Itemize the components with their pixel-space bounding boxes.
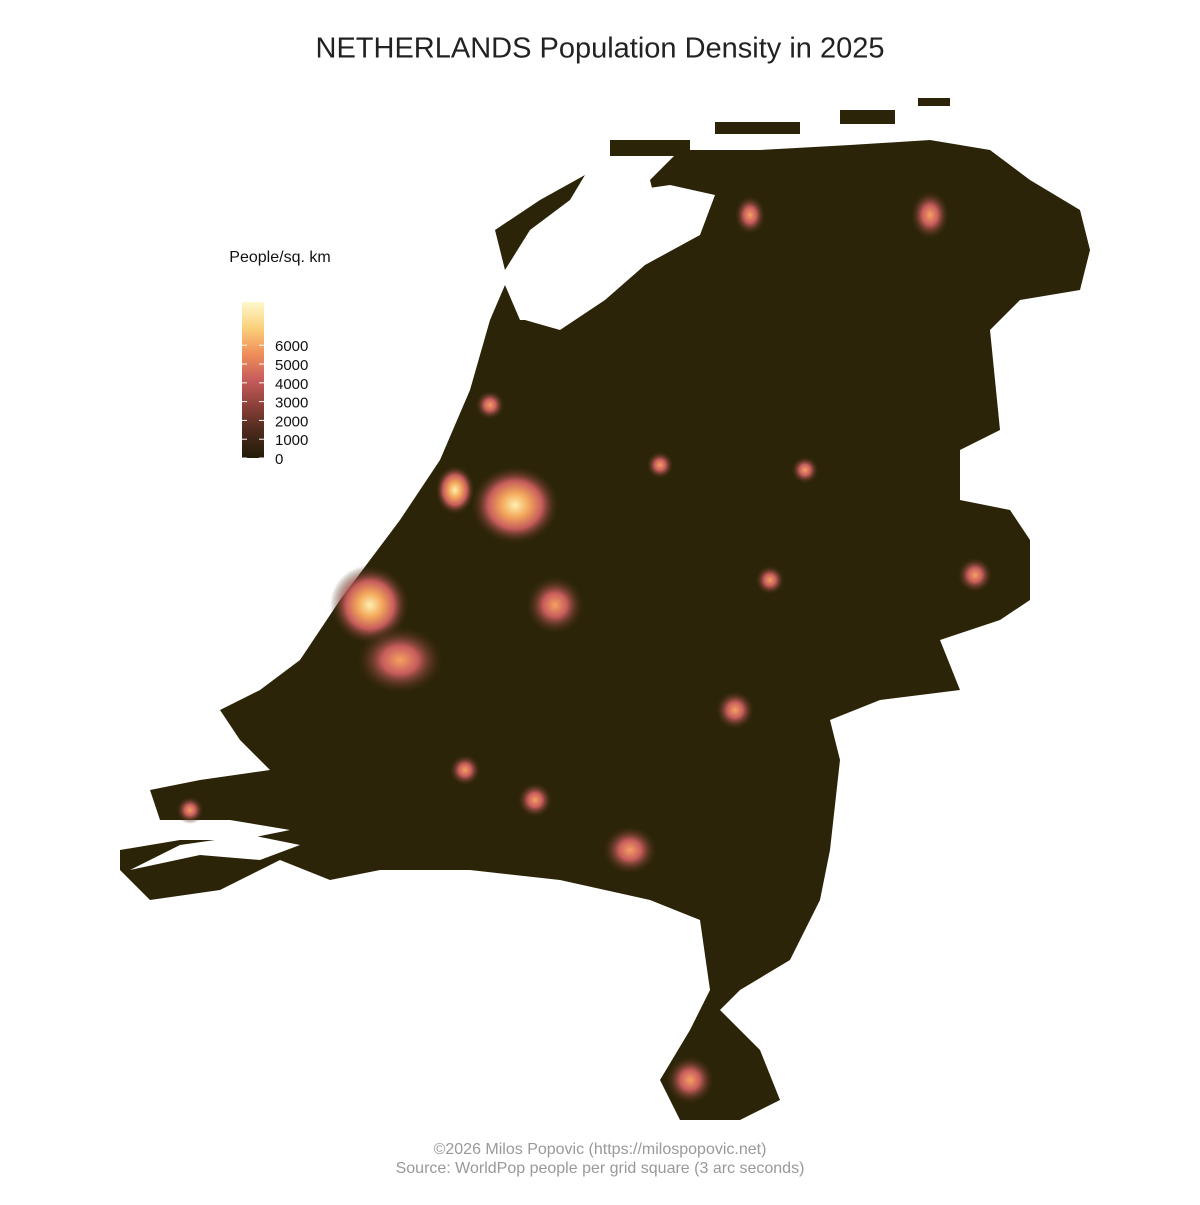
legend-tick-label: 2000 xyxy=(275,413,308,430)
caption: Source: WorldPop people per grid square … xyxy=(396,1160,805,1177)
island xyxy=(918,98,950,106)
middelburg xyxy=(176,796,204,824)
legend-tick-label: 4000 xyxy=(275,376,308,393)
leeuwarden xyxy=(734,195,766,235)
legend-tick-label: 3000 xyxy=(275,395,308,412)
legend-tick-label: 5000 xyxy=(275,357,308,374)
limburg xyxy=(665,1055,715,1105)
enschede xyxy=(957,557,993,593)
island xyxy=(715,122,800,134)
island xyxy=(495,175,585,270)
groningen xyxy=(910,190,950,240)
title: NETHERLANDS Population Density in 2025 xyxy=(316,33,885,65)
island xyxy=(840,110,895,124)
arnhem xyxy=(715,690,755,730)
legend-tick-label: 0 xyxy=(275,451,283,468)
country-map xyxy=(120,98,1090,1120)
tilburg xyxy=(517,782,553,818)
almere xyxy=(646,451,674,479)
estuary xyxy=(130,835,300,870)
legend-tick-label: 6000 xyxy=(275,338,308,355)
breda xyxy=(449,754,481,786)
caption: ©2026 Milos Popovic (https://milospopovi… xyxy=(434,1141,767,1158)
utrecht xyxy=(525,575,585,635)
ijsselmeer xyxy=(515,185,715,330)
eindhoven xyxy=(602,825,658,875)
legend-title: People/sq. km xyxy=(229,249,330,266)
alkmaar xyxy=(475,390,505,420)
apeldoorn xyxy=(755,565,785,595)
island xyxy=(610,140,690,156)
mainland xyxy=(120,140,1090,1120)
city-glows xyxy=(176,190,993,1105)
zwolle xyxy=(791,456,819,484)
amsterdam xyxy=(470,465,560,545)
legend-colorbar xyxy=(242,302,264,458)
legend-tick-label: 1000 xyxy=(275,432,308,449)
haarlem xyxy=(435,465,475,515)
rotterdam xyxy=(355,625,445,695)
the-hague xyxy=(330,565,410,645)
